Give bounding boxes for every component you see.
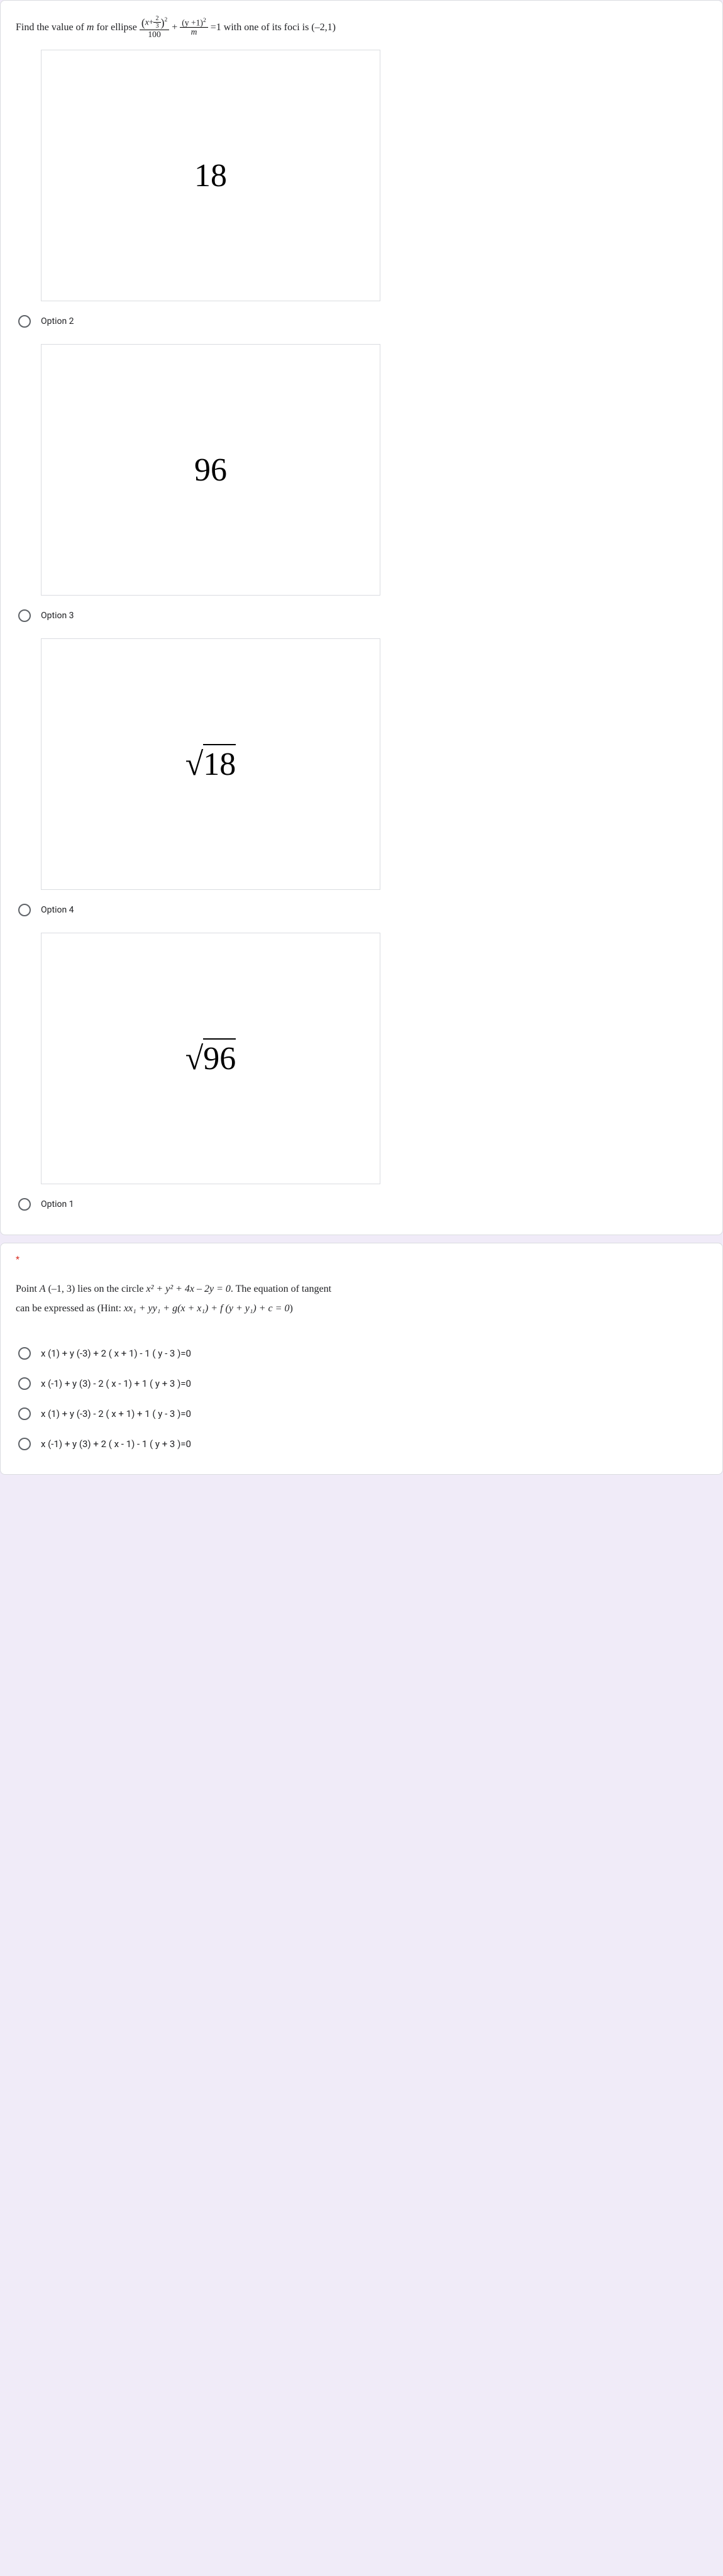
radicand-18: 18 (203, 744, 236, 782)
tangent-option-c: x (1) + y (-3) - 2 ( x + 1) + 1 ( y - 3 … (41, 1408, 191, 1419)
tangent-option-a-row[interactable]: x (1) + y (-3) + 2 ( x + 1) - 1 ( y - 3 … (16, 1338, 707, 1368)
math-sqrt18: √18 (185, 746, 236, 783)
radio-icon[interactable] (18, 904, 31, 916)
inner-num: 2 (153, 16, 160, 23)
frac1-den: 100 (140, 30, 169, 40)
option-image-3: 96 (41, 344, 380, 596)
q2-text-2b: ) (289, 1303, 292, 1314)
radio-icon[interactable] (18, 1438, 31, 1450)
tangent-option-d-row[interactable]: x (-1) + y (3) + 2 ( x - 1) - 1 ( y + 3 … (16, 1429, 707, 1459)
option-2-label: Option 2 (41, 316, 74, 326)
inner-frac: 23 (153, 16, 160, 30)
fraction-2: (y +1)2 m (180, 18, 207, 37)
tangent-option-d: x (-1) + y (3) + 2 ( x - 1) - 1 ( y + 3 … (41, 1438, 191, 1450)
radicand-96: 96 (203, 1038, 236, 1077)
math-18: 18 (194, 157, 227, 194)
prompt-text-mid: for ellipse (94, 22, 139, 33)
radio-icon[interactable] (18, 315, 31, 328)
eq-one: =1 (211, 22, 221, 33)
q2-text-a: Point (16, 1284, 40, 1294)
option-image-2: 18 (41, 50, 380, 301)
q2-text-c: (–1, 3) lies on the circle (46, 1284, 146, 1294)
question-card-tangent: * Point A (–1, 3) lies on the circle x² … (0, 1243, 723, 1475)
tangent-option-b-row[interactable]: x (-1) + y (3) - 2 ( x - 1) + 1 ( y + 3 … (16, 1368, 707, 1399)
tangent-option-c-row[interactable]: x (1) + y (-3) - 2 ( x + 1) + 1 ( y - 3 … (16, 1399, 707, 1429)
q2-text-d: . The equation of tangent (231, 1284, 331, 1294)
option-1-label: Option 1 (41, 1199, 74, 1209)
q2-point-A: A (40, 1284, 46, 1294)
radio-icon[interactable] (18, 1198, 31, 1211)
frac2-num-text: (y +1) (182, 18, 203, 28)
plus-sign: + (172, 22, 177, 33)
q2-circle-eq: x² + y² + 4x – 2y = 0 (146, 1284, 231, 1294)
question-prompt-tangent: Point A (–1, 3) lies on the circle x² + … (16, 1280, 707, 1318)
tangent-option-b: x (-1) + y (3) - 2 ( x - 1) + 1 ( y + 3 … (41, 1378, 191, 1389)
var-m: m (87, 22, 94, 33)
option-3-row[interactable]: Option 3 (16, 601, 707, 631)
frac2-den: m (180, 28, 207, 37)
option-image-4: √18 (41, 638, 380, 890)
required-marker: * (16, 1255, 707, 1280)
option-2-row[interactable]: Option 2 (16, 306, 707, 336)
q2-hint-eq: xx₁ + yy₁ + g(x + x₁) + f (y + y₁) + c =… (124, 1303, 290, 1314)
option-1-row[interactable]: Option 1 (16, 1189, 707, 1219)
option-3-label: Option 3 (41, 611, 74, 621)
math-sqrt96: √96 (185, 1040, 236, 1077)
option-4-label: Option 4 (41, 905, 74, 915)
frac1-plus: + (149, 17, 154, 26)
question-card-ellipse: Find the value of m for ellipse (x+23)2 … (0, 0, 723, 1235)
question-prompt-ellipse: Find the value of m for ellipse (x+23)2 … (16, 16, 707, 40)
math-96: 96 (194, 452, 227, 489)
inner-den: 3 (153, 23, 160, 30)
q2-text-2a: can be expressed as (Hint: (16, 1303, 124, 1314)
option-image-1: √96 (41, 933, 380, 1184)
prompt-suffix: with one of its foci is (–2,1) (224, 22, 336, 33)
radio-icon[interactable] (18, 1347, 31, 1360)
sq2: 2 (203, 18, 206, 24)
radio-icon[interactable] (18, 1407, 31, 1420)
option-4-row[interactable]: Option 4 (16, 895, 707, 925)
radio-icon[interactable] (18, 1377, 31, 1390)
tangent-option-a: x (1) + y (-3) + 2 ( x + 1) - 1 ( y - 3 … (41, 1348, 191, 1359)
sq1: 2 (164, 17, 167, 23)
prompt-text: Find the value of (16, 22, 87, 33)
radio-icon[interactable] (18, 609, 31, 622)
fraction-1: (x+23)2 100 (140, 16, 169, 40)
